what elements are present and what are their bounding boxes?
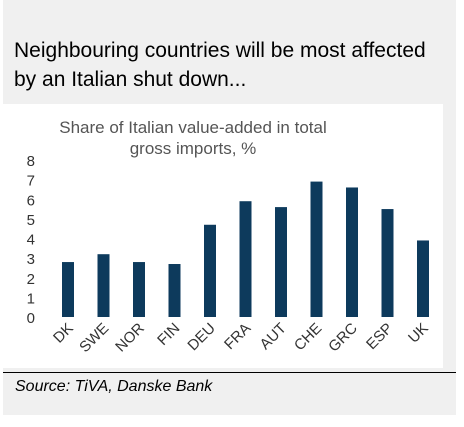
y-tick-label: 7	[27, 173, 35, 190]
source-row: Source: TiVA, Danske Bank	[3, 372, 456, 402]
y-tick-label: 6	[27, 192, 35, 209]
x-tick-label: AUT	[257, 320, 290, 353]
y-tick-label: 2	[27, 271, 35, 288]
x-tick-label: SWE	[76, 320, 112, 356]
y-tick-label: 0	[27, 310, 35, 327]
chart-title-line: gross imports, %	[130, 139, 257, 158]
bar-chart: Share of Italian value-added in total gro…	[27, 118, 432, 356]
bar-che	[310, 181, 323, 317]
x-tick-label: FRA	[221, 320, 254, 353]
bar-uk	[417, 240, 429, 317]
bar-esp	[381, 209, 394, 317]
x-tick-label: FIN	[154, 320, 183, 349]
bar-deu	[204, 224, 216, 317]
x-tick-label: CHE	[291, 320, 325, 354]
bar-fra	[239, 201, 252, 317]
bar-grc	[346, 187, 358, 317]
y-tick-label: 3	[27, 251, 35, 268]
y-tick-label: 1	[27, 290, 35, 307]
bar-dk	[62, 262, 74, 317]
source-note: Source: TiVA, Danske Bank	[15, 378, 213, 395]
y-tick-label: 5	[27, 212, 35, 229]
bar-fin	[168, 264, 181, 317]
y-tick-label: 4	[27, 232, 35, 249]
x-tick-label: UK	[405, 320, 432, 347]
source-divider	[3, 372, 456, 373]
chart-panel: Share of Italian value-added in total gro…	[3, 104, 443, 368]
bar-swe	[97, 254, 110, 317]
x-tick-label: GRC	[325, 320, 361, 356]
x-tick-label: DEU	[184, 320, 218, 354]
x-tick-label: DK	[50, 320, 77, 347]
chart-title-line: Share of Italian value-added in total	[59, 118, 326, 137]
bar-aut	[275, 207, 287, 317]
x-tick-label: NOR	[112, 320, 148, 356]
bar-nor	[133, 262, 145, 317]
y-tick-label: 8	[27, 153, 35, 170]
x-tick-label: ESP	[363, 320, 396, 353]
headline: Neighbouring countries will be most affe…	[14, 39, 426, 91]
